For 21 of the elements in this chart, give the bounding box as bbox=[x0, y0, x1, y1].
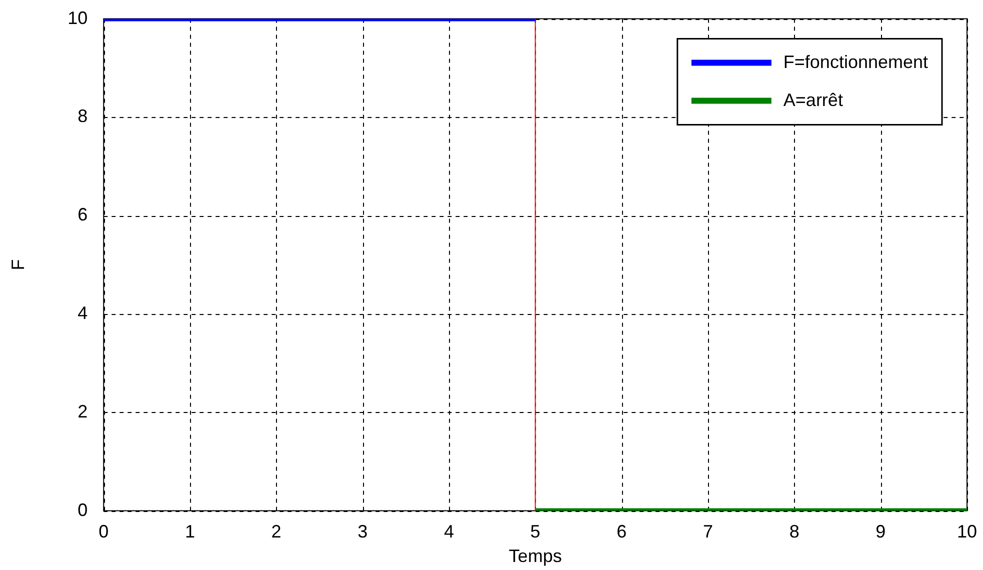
x-tick-label: 1 bbox=[184, 522, 195, 542]
y-tick-label: 0 bbox=[78, 500, 88, 520]
x-tick-label: 4 bbox=[444, 522, 454, 542]
y-tick-label: 2 bbox=[78, 401, 88, 422]
x-tick-label: 0 bbox=[98, 522, 109, 542]
legend-label: F=fonctionnement bbox=[783, 52, 928, 72]
x-tick-label: 6 bbox=[616, 522, 627, 542]
y-axis-title: F bbox=[8, 259, 28, 270]
x-axis-title: Temps bbox=[508, 546, 562, 566]
x-tick-label: 9 bbox=[876, 522, 886, 542]
y-tick-label: 6 bbox=[78, 204, 88, 225]
y-tick-label: 10 bbox=[68, 8, 88, 28]
x-tick-label: 3 bbox=[358, 522, 368, 542]
x-tick-label: 8 bbox=[789, 522, 800, 542]
y-tick-label: 8 bbox=[78, 106, 88, 126]
x-tick-label: 2 bbox=[271, 522, 282, 542]
legend-label: A=arrêt bbox=[783, 90, 843, 110]
x-tick-label: 7 bbox=[702, 522, 713, 542]
x-tick-label: 5 bbox=[530, 522, 540, 542]
y-tick-label: 4 bbox=[78, 302, 88, 323]
x-tick-label: 10 bbox=[956, 522, 978, 542]
